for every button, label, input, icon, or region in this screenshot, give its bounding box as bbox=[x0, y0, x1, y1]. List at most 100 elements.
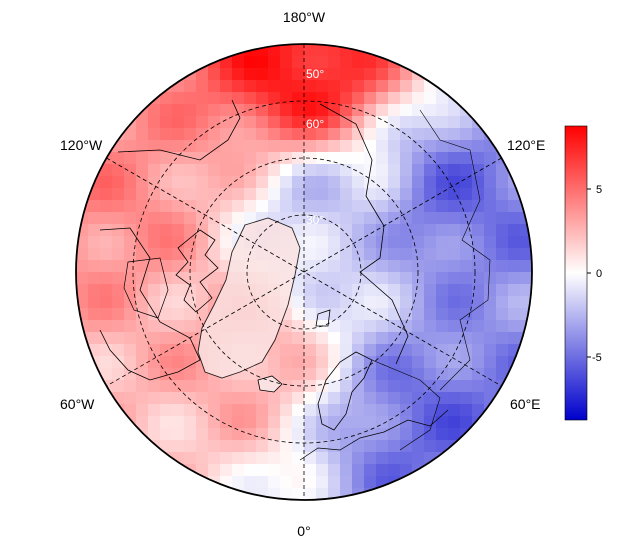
anomaly-cell bbox=[292, 176, 305, 189]
anomaly-cell bbox=[460, 92, 473, 105]
anomaly-cell bbox=[412, 392, 425, 405]
anomaly-cell bbox=[184, 104, 197, 117]
anomaly-cell bbox=[412, 380, 425, 393]
anomaly-cell bbox=[268, 128, 281, 141]
anomaly-cell bbox=[100, 200, 113, 213]
anomaly-cell bbox=[268, 152, 281, 165]
anomaly-cell bbox=[388, 80, 401, 93]
anomaly-cell bbox=[292, 92, 305, 105]
anomaly-cell bbox=[328, 56, 341, 69]
anomaly-cell bbox=[364, 104, 377, 117]
anomaly-cell bbox=[484, 260, 497, 273]
anomaly-cell bbox=[76, 284, 89, 297]
anomaly-cell bbox=[340, 248, 353, 261]
anomaly-cell bbox=[316, 272, 329, 285]
anomaly-cell bbox=[172, 92, 185, 105]
anomaly-cell bbox=[304, 140, 317, 153]
anomaly-cell bbox=[352, 380, 365, 393]
anomaly-cell bbox=[412, 188, 425, 201]
anomaly-cell bbox=[352, 344, 365, 357]
anomaly-cell bbox=[136, 224, 149, 237]
anomaly-cell bbox=[88, 236, 101, 249]
anomaly-cell bbox=[292, 320, 305, 333]
anomaly-cell bbox=[112, 368, 125, 381]
anomaly-cell bbox=[436, 344, 449, 357]
anomaly-cell bbox=[160, 380, 173, 393]
anomaly-cell bbox=[328, 236, 341, 249]
anomaly-cell bbox=[136, 332, 149, 345]
anomaly-cell bbox=[448, 188, 461, 201]
anomaly-cell bbox=[220, 236, 233, 249]
anomaly-cell bbox=[136, 200, 149, 213]
anomaly-cell bbox=[352, 200, 365, 213]
anomaly-cell bbox=[400, 188, 413, 201]
anomaly-cell bbox=[328, 92, 341, 105]
anomaly-cell bbox=[256, 56, 269, 69]
anomaly-cell bbox=[436, 416, 449, 429]
anomaly-cell bbox=[232, 404, 245, 417]
anomaly-cell bbox=[328, 476, 341, 489]
anomaly-cell bbox=[508, 248, 521, 261]
anomaly-cell bbox=[184, 56, 197, 69]
anomaly-cell bbox=[472, 188, 485, 201]
anomaly-cell bbox=[400, 404, 413, 417]
anomaly-cell bbox=[172, 308, 185, 321]
anomaly-cell bbox=[148, 224, 161, 237]
anomaly-cell bbox=[292, 368, 305, 381]
anomaly-cell bbox=[412, 272, 425, 285]
anomaly-cell bbox=[256, 188, 269, 201]
anomaly-cell bbox=[352, 392, 365, 405]
anomaly-cell bbox=[172, 428, 185, 441]
anomaly-cell bbox=[292, 56, 305, 69]
anomaly-cell bbox=[304, 296, 317, 309]
anomaly-cell bbox=[424, 392, 437, 405]
anomaly-cell bbox=[160, 176, 173, 189]
anomaly-cell bbox=[424, 356, 437, 369]
anomaly-cell bbox=[100, 284, 113, 297]
anomaly-cell bbox=[400, 464, 413, 477]
anomaly-cell bbox=[256, 452, 269, 465]
anomaly-cell bbox=[136, 92, 149, 105]
anomaly-cell bbox=[292, 428, 305, 441]
anomaly-cell bbox=[340, 344, 353, 357]
anomaly-cell bbox=[376, 92, 389, 105]
anomaly-cell bbox=[136, 260, 149, 273]
anomaly-cell bbox=[412, 476, 425, 489]
anomaly-cell bbox=[424, 248, 437, 261]
anomaly-cell bbox=[160, 212, 173, 225]
anomaly-cell bbox=[460, 344, 473, 357]
anomaly-cell bbox=[304, 332, 317, 345]
anomaly-cell bbox=[460, 368, 473, 381]
anomaly-cell bbox=[148, 152, 161, 165]
anomaly-cell bbox=[376, 380, 389, 393]
anomaly-cell bbox=[496, 284, 509, 297]
anomaly-cell bbox=[184, 164, 197, 177]
anomaly-cell bbox=[268, 176, 281, 189]
anomaly-cell bbox=[292, 296, 305, 309]
anomaly-cell bbox=[496, 200, 509, 213]
anomaly-cell bbox=[304, 200, 317, 213]
anomaly-cell bbox=[184, 128, 197, 141]
anomaly-cell bbox=[112, 224, 125, 237]
anomaly-cell bbox=[256, 104, 269, 117]
anomaly-cell bbox=[196, 452, 209, 465]
anomaly-cell bbox=[268, 188, 281, 201]
anomaly-cell bbox=[388, 260, 401, 273]
anomaly-cell bbox=[520, 224, 532, 237]
anomaly-cell bbox=[148, 296, 161, 309]
longitude-label-180w: 180°W bbox=[283, 9, 326, 25]
anomaly-cell bbox=[196, 392, 209, 405]
anomaly-cell bbox=[340, 68, 353, 81]
anomaly-cell bbox=[124, 380, 137, 393]
anomaly-cell bbox=[316, 224, 329, 237]
anomaly-cell bbox=[388, 164, 401, 177]
anomaly-cell bbox=[376, 392, 389, 405]
anomaly-cell bbox=[124, 404, 137, 417]
anomaly-cell bbox=[244, 188, 257, 201]
anomaly-cell bbox=[196, 92, 209, 105]
anomaly-cell bbox=[280, 452, 293, 465]
anomaly-cell bbox=[448, 380, 461, 393]
anomaly-cell bbox=[520, 308, 532, 321]
anomaly-cell bbox=[364, 56, 377, 69]
